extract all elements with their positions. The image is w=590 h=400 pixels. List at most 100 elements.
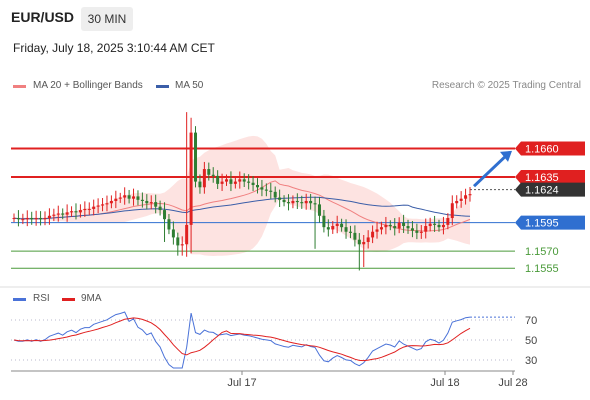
candle <box>278 189 282 207</box>
level-label-1.1595: 1.1595 <box>525 218 559 230</box>
candle <box>335 215 339 234</box>
candle <box>154 194 158 214</box>
candle <box>47 208 51 225</box>
candle <box>433 215 437 232</box>
candle <box>450 195 454 226</box>
candle <box>410 220 414 238</box>
candle <box>446 213 450 230</box>
candle-body <box>393 226 397 229</box>
candle <box>322 209 326 233</box>
candle <box>344 219 348 239</box>
ma50-legend-label: MA 50 <box>175 80 204 91</box>
level-label-1.1570: 1.1570 <box>525 246 559 258</box>
candle <box>273 186 277 203</box>
candle <box>109 195 113 209</box>
ma9-legend-label: 9MA <box>81 293 102 304</box>
level-label-1.1555: 1.1555 <box>525 263 559 275</box>
candle <box>30 211 34 225</box>
candle <box>171 221 175 245</box>
candle-body <box>180 244 184 246</box>
candle-body <box>83 208 87 211</box>
candle-body <box>340 223 344 228</box>
candle <box>375 221 379 239</box>
candle <box>65 204 69 222</box>
candle-body <box>269 190 273 192</box>
candle-body <box>229 179 233 184</box>
candle-body <box>362 241 366 245</box>
candle-body <box>406 226 410 229</box>
pair-title: EUR/USD <box>11 9 75 25</box>
candle-body <box>331 226 335 230</box>
candle-body <box>247 181 251 183</box>
candle-body <box>118 197 122 199</box>
candle <box>123 187 127 205</box>
candle <box>87 202 91 215</box>
candle <box>12 213 16 223</box>
candle <box>207 162 211 181</box>
candle-body <box>176 237 180 246</box>
candle <box>238 171 242 189</box>
candle <box>428 217 432 232</box>
candle <box>459 191 463 208</box>
candle <box>202 161 206 194</box>
candle-body <box>335 223 339 227</box>
candle-body <box>189 132 193 225</box>
candle <box>251 175 255 192</box>
ma50-legend-swatch <box>156 85 169 88</box>
candle <box>282 195 286 207</box>
candle-body <box>12 218 16 220</box>
rsi-tick-label: 30 <box>525 355 537 367</box>
candle-body <box>384 224 388 228</box>
candle <box>74 203 78 220</box>
candle-body <box>114 198 118 201</box>
candle-body <box>468 194 472 196</box>
candle-body <box>123 195 127 198</box>
candle-body <box>233 181 237 184</box>
candle-body <box>16 218 20 220</box>
candle <box>353 225 357 247</box>
candle-body <box>163 210 167 220</box>
candle-body <box>286 202 290 204</box>
candle-body <box>167 219 171 230</box>
candle <box>331 221 335 234</box>
candle-body <box>366 237 370 242</box>
candle-body <box>441 224 445 228</box>
rsi-tick-label: 50 <box>525 335 537 347</box>
candle <box>406 219 410 234</box>
candle <box>291 195 295 209</box>
level-label-1.1624: 1.1624 <box>525 185 559 197</box>
rsi-line <box>13 311 471 369</box>
candle <box>83 201 87 217</box>
candle-body <box>132 196 136 199</box>
candle-body <box>459 198 463 201</box>
candle <box>132 188 136 206</box>
candle <box>362 234 366 268</box>
candle <box>437 219 441 232</box>
candle <box>61 208 65 220</box>
candle-body <box>450 203 454 219</box>
candle-body <box>70 211 74 213</box>
timeframe-button[interactable]: 30 MIN <box>81 7 133 31</box>
rsi-legend-label: RSI <box>33 293 50 304</box>
candle-body <box>39 218 43 220</box>
candle <box>39 211 43 226</box>
candle <box>167 213 171 235</box>
candle <box>304 193 308 210</box>
candle-body <box>348 231 352 233</box>
candle-body <box>145 200 149 204</box>
candle-body <box>428 223 432 227</box>
candle <box>78 204 82 218</box>
candle-body <box>464 195 468 199</box>
candle <box>220 173 224 191</box>
candle-body <box>295 200 299 203</box>
candle-body <box>78 210 82 213</box>
candle <box>105 195 109 212</box>
candle-body <box>424 226 428 232</box>
candle <box>225 174 229 186</box>
candle <box>260 179 264 197</box>
candle <box>247 174 251 190</box>
candle <box>419 225 423 239</box>
candle-body <box>273 191 277 198</box>
candle <box>269 182 273 199</box>
